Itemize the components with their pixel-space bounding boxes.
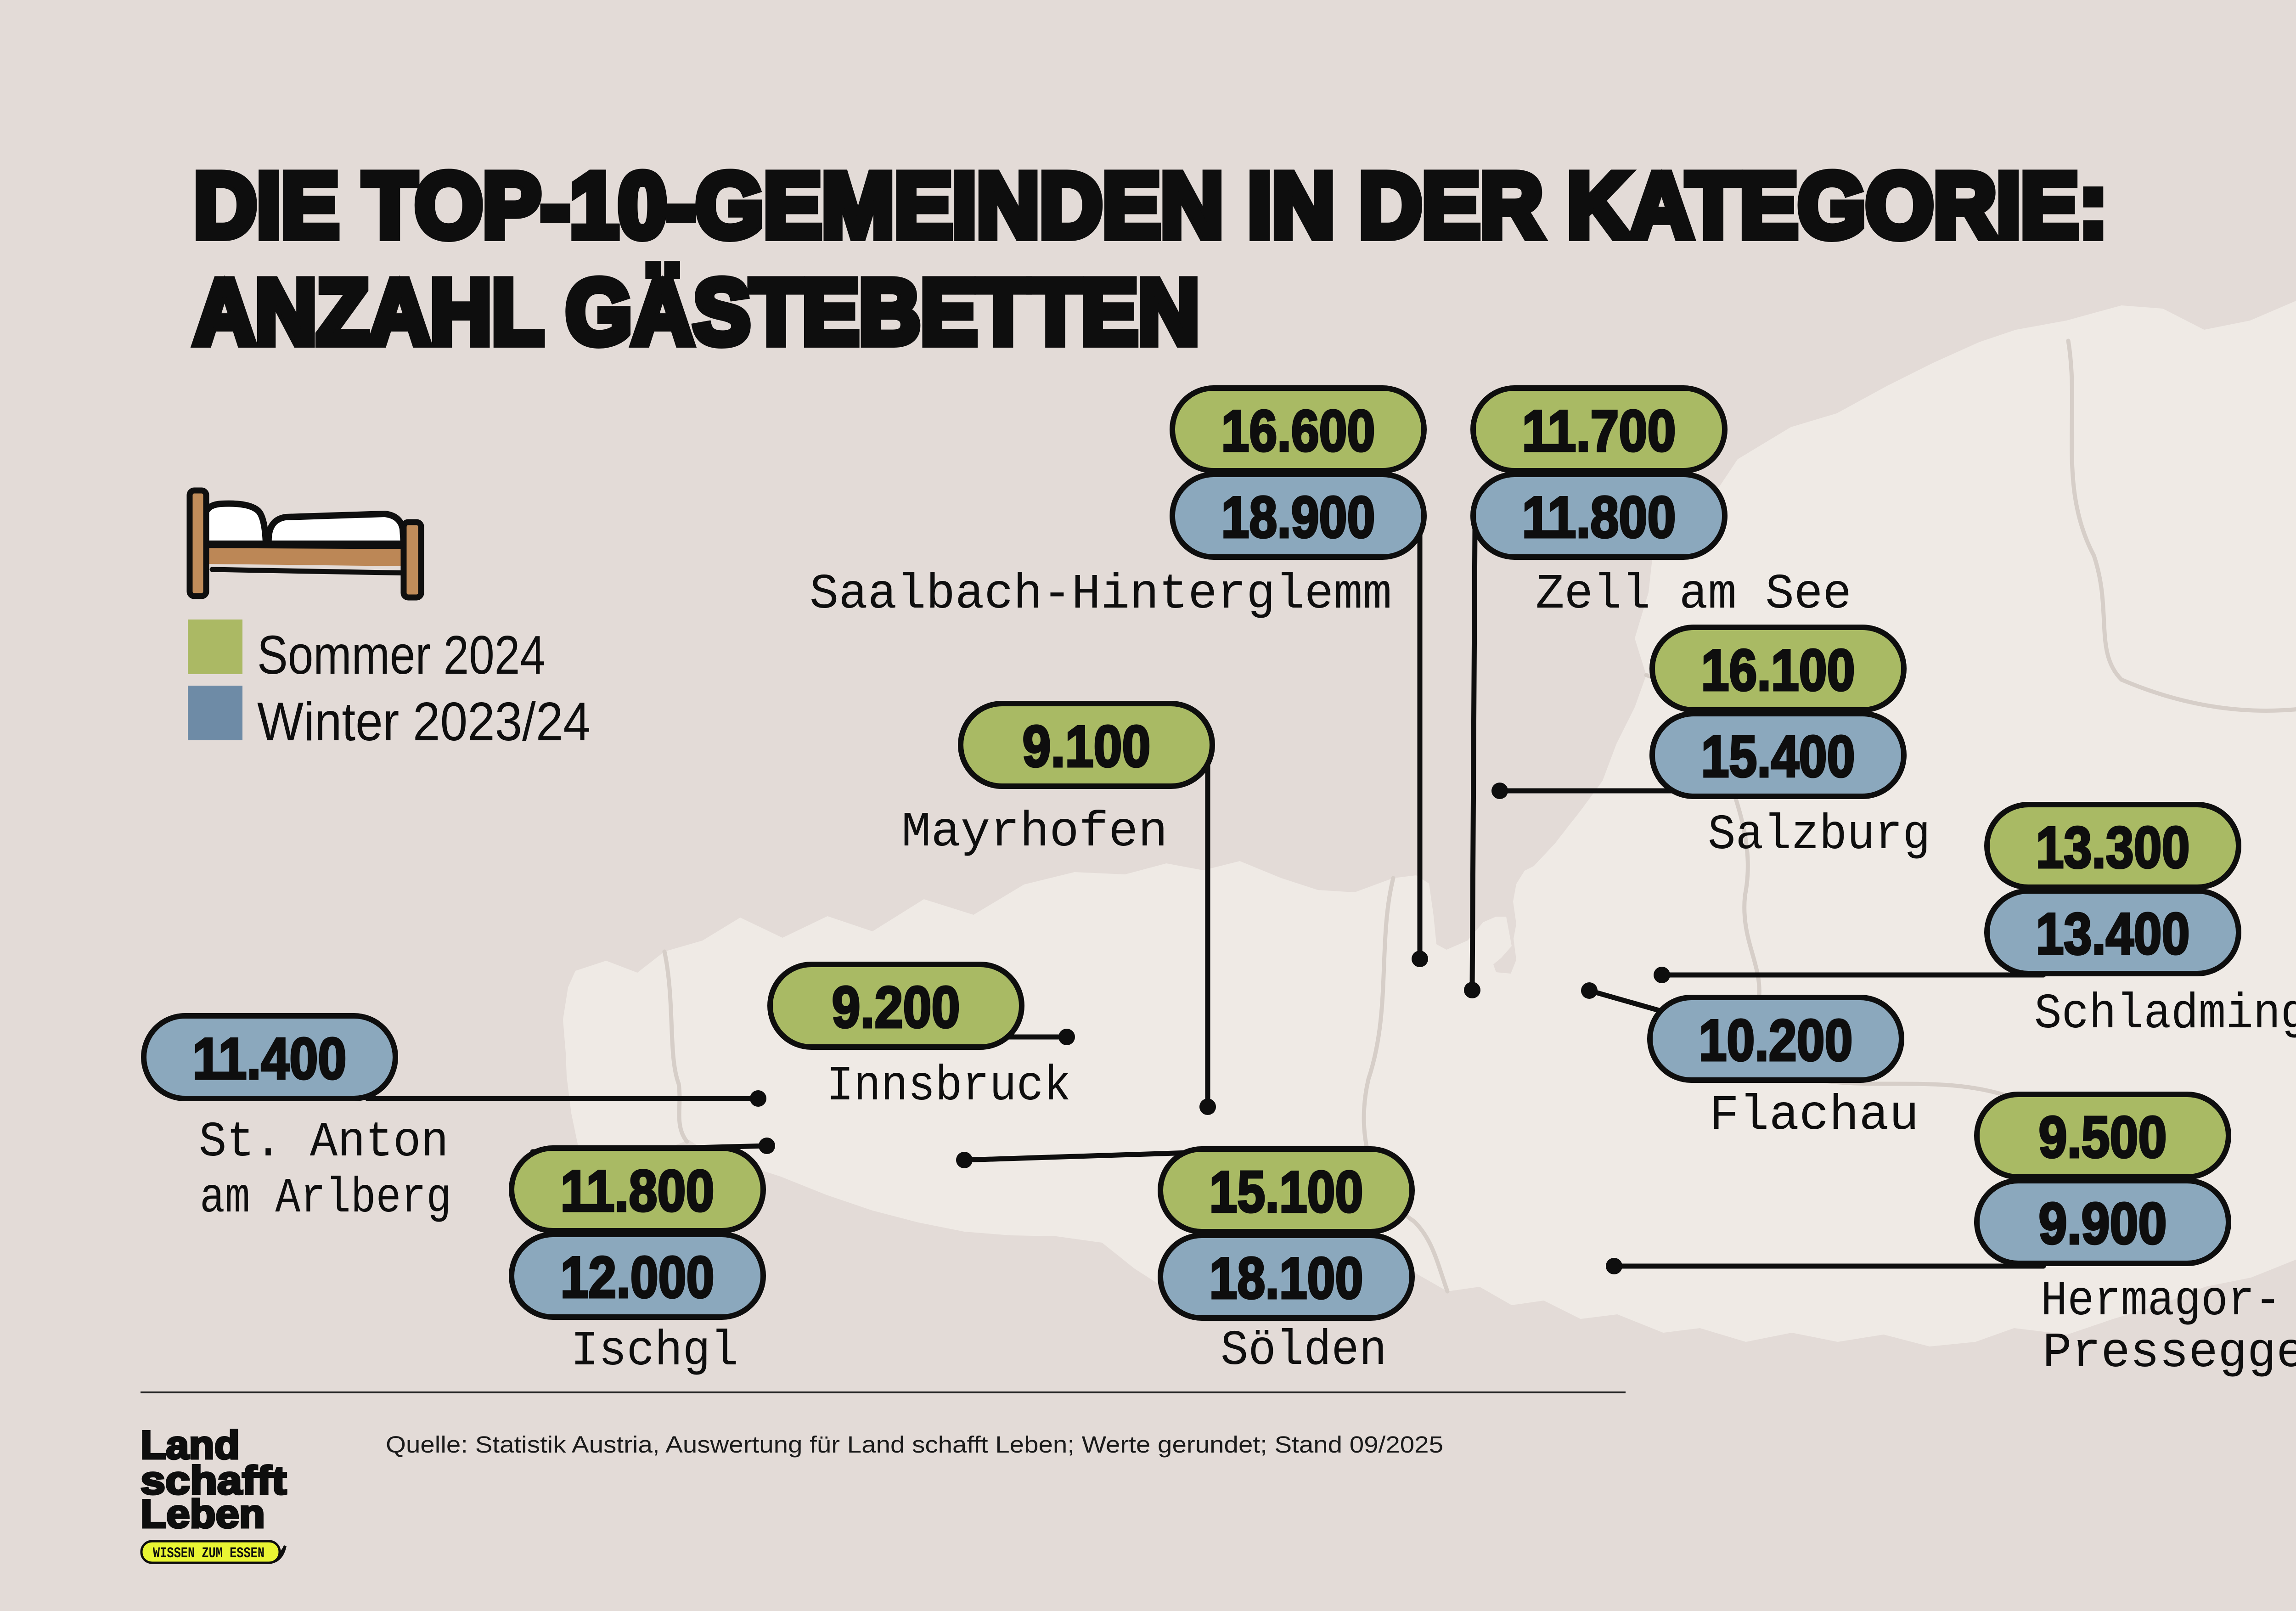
svg-text:WISSEN ZUM ESSEN: WISSEN ZUM ESSEN [153, 1545, 264, 1562]
svg-text:Saalbach-Hinterglemm: Saalbach-Hinterglemm [810, 567, 1392, 623]
svg-text:ANZAHL GÄSTEBETTEN: ANZAHL GÄSTEBETTEN [194, 261, 1199, 363]
svg-text:9.200: 9.200 [832, 974, 960, 1040]
svg-text:16.600: 16.600 [1221, 398, 1375, 463]
svg-text:Ischgl: Ischgl [571, 1324, 738, 1380]
svg-text:St. Anton: St. Anton [199, 1115, 449, 1171]
svg-text:am Arlberg: am Arlberg [200, 1171, 451, 1227]
svg-text:Pressegger See: Pressegger See [2043, 1325, 2296, 1381]
svg-text:13.300: 13.300 [2036, 815, 2190, 880]
svg-text:9.500: 9.500 [2039, 1104, 2167, 1170]
svg-text:11.800: 11.800 [561, 1158, 715, 1223]
svg-text:18.900: 18.900 [1221, 484, 1375, 550]
svg-text:11.800: 11.800 [1522, 484, 1676, 550]
svg-text:Sommer 2024: Sommer 2024 [257, 625, 546, 686]
svg-text:Salzburg: Salzburg [1708, 807, 1930, 863]
svg-text:12.000: 12.000 [561, 1245, 715, 1310]
svg-text:Zell am See: Zell am See [1536, 567, 1851, 623]
svg-text:13.400: 13.400 [2036, 901, 2190, 966]
svg-text:Hermagor-: Hermagor- [2041, 1273, 2281, 1329]
svg-text:16.100: 16.100 [1701, 637, 1855, 703]
svg-text:DIE TOP-10-GEMEINDEN IN DER KA: DIE TOP-10-GEMEINDEN IN DER KATEGORIE: [194, 154, 2108, 257]
svg-text:10.200: 10.200 [1699, 1008, 1853, 1073]
svg-text:9.900: 9.900 [2039, 1191, 2167, 1256]
svg-text:Sölden: Sölden [1221, 1323, 1387, 1379]
svg-text:11.700: 11.700 [1522, 398, 1676, 463]
svg-text:Flachau: Flachau [1709, 1088, 1919, 1144]
svg-text:Mayrhofen: Mayrhofen [901, 805, 1168, 861]
svg-text:Innsbruck: Innsbruck [827, 1059, 1071, 1115]
svg-text:schafft: schafft [141, 1459, 287, 1503]
svg-text:11.400: 11.400 [193, 1026, 347, 1091]
svg-text:15.100: 15.100 [1210, 1159, 1363, 1224]
svg-text:Winter 2023/24: Winter 2023/24 [257, 691, 591, 752]
svg-text:Schladming: Schladming [2034, 986, 2296, 1042]
svg-text:Leben: Leben [141, 1492, 265, 1536]
svg-text:9.100: 9.100 [1023, 714, 1151, 779]
svg-text:15.400: 15.400 [1701, 724, 1855, 789]
svg-text:Land: Land [141, 1423, 240, 1467]
svg-text:18.100: 18.100 [1210, 1245, 1363, 1311]
svg-text:Quelle: Statistik Austria, Aus: Quelle: Statistik Austria, Auswertung fü… [386, 1431, 1443, 1458]
